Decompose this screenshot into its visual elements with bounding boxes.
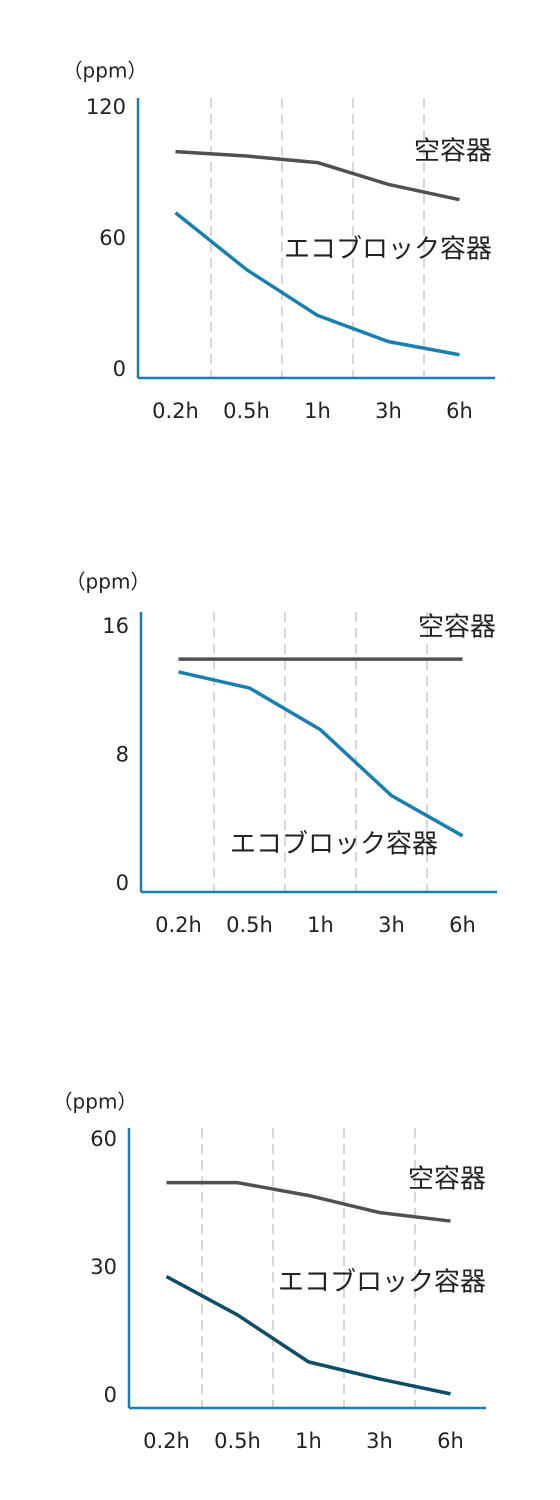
x-tick-label: 6h — [449, 913, 476, 937]
x-tick-label: 0.5h — [214, 1429, 261, 1453]
x-tick-label: 3h — [366, 1429, 393, 1453]
y-tick-label: 8 — [116, 743, 129, 767]
y-axis-unit: （ppm） — [66, 570, 151, 594]
x-tick-label: 0.2h — [152, 399, 199, 423]
series-line — [175, 149, 460, 202]
x-tick-label: 1h — [307, 913, 334, 937]
y-tick-label: 0 — [116, 871, 129, 895]
x-tick-label: 3h — [378, 913, 405, 937]
series-line — [178, 670, 464, 838]
x-tick-label: 6h — [446, 399, 473, 423]
x-tick-label: 0.2h — [155, 913, 202, 937]
x-tick-label: 3h — [375, 399, 402, 423]
y-tick-label: 60 — [90, 1127, 117, 1151]
series-label: エコブロック容器 — [284, 235, 492, 265]
series-line — [166, 1180, 451, 1223]
x-tick-label: 1h — [295, 1429, 322, 1453]
series-label: エコブロック容器 — [230, 830, 438, 860]
y-axis-unit: （ppm） — [63, 59, 148, 83]
x-tick-label: 0.2h — [143, 1429, 190, 1453]
y-tick-label: 30 — [90, 1255, 117, 1279]
series-label: エコブロック容器 — [278, 1268, 486, 1298]
x-tick-label: 6h — [437, 1429, 464, 1453]
x-tick-label: 1h — [304, 399, 331, 423]
series-label: 空容器 — [414, 137, 492, 167]
series-line — [165, 1274, 451, 1396]
y-tick-label: 120 — [86, 95, 126, 119]
y-tick-label: 0 — [104, 1383, 117, 1407]
y-tick-label: 16 — [102, 614, 129, 638]
x-tick-label: 0.5h — [226, 913, 273, 937]
series-line — [174, 211, 460, 357]
y-tick-label: 0 — [113, 357, 126, 381]
series-label: 空容器 — [418, 613, 496, 643]
x-tick-label: 0.5h — [223, 399, 270, 423]
y-tick-label: 60 — [99, 226, 126, 250]
y-axis-unit: （ppm） — [53, 1090, 138, 1114]
series-label: 空容器 — [408, 1165, 486, 1195]
